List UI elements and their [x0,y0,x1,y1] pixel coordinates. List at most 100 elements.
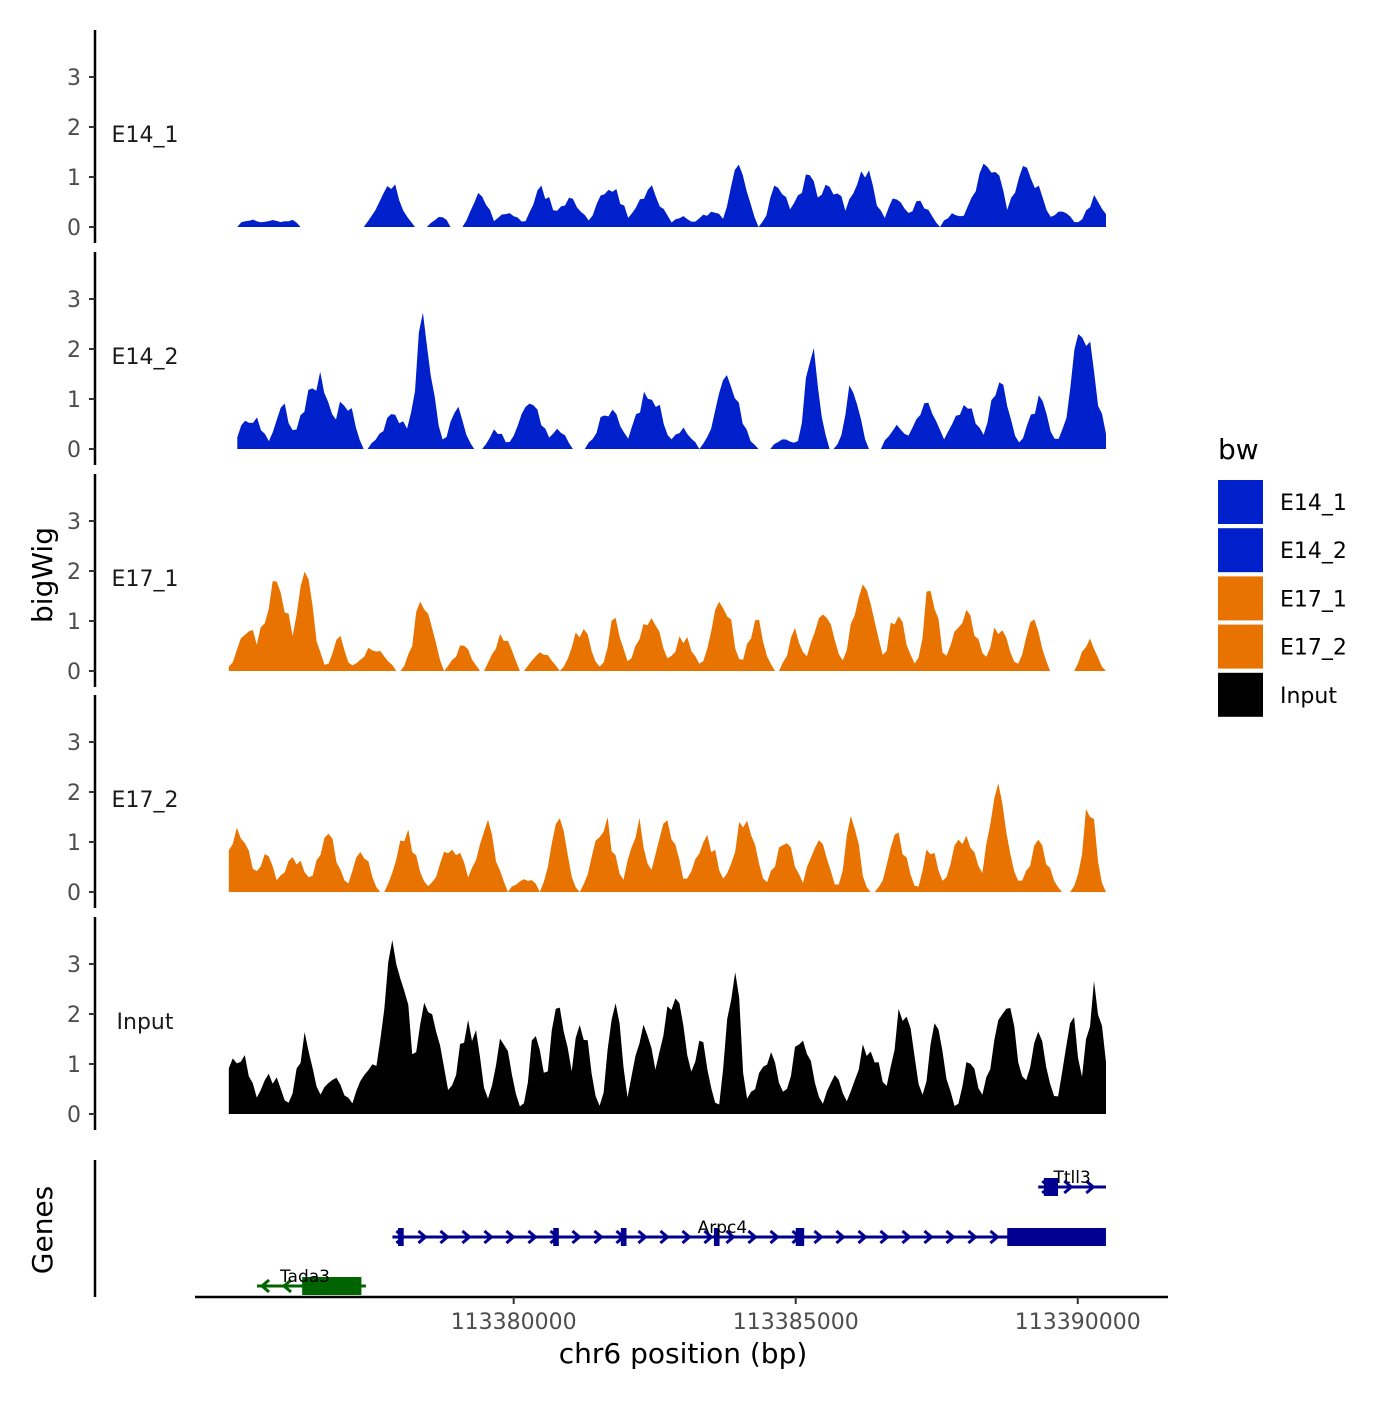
x-tick-label: 113385000 [733,1310,859,1335]
legend: bw E14_1 E14_2 E17_1 E17_2 Input [1218,433,1347,717]
y-tick-label: 0 [67,438,81,463]
y-tick-label: 3 [67,953,81,978]
track-E14_1: 0 1 2 3 E14_1 [67,30,1107,243]
strand-arrow [923,1229,934,1245]
legend-key-E17_2 [1218,624,1263,669]
legend-key-E17_1 [1218,576,1263,621]
tracks-group: 0 1 2 3 E14_1 0 1 2 3 E14_2 0 1 2 3 E17_1 0 1 2 3 E17_2 0 1 2 3… [67,30,1107,1130]
x-tick-label: 113390000 [1015,1310,1141,1335]
track-Input: 0 1 2 3 Input [67,917,1107,1130]
y-tick-label: 1 [67,166,81,191]
legend-key-Input [1218,672,1263,717]
strand-arrow [571,1229,582,1245]
strand-arrow [835,1229,846,1245]
strand-arrow [879,1229,890,1245]
y-tick-label: 1 [67,610,81,635]
y-tick-label: 0 [67,881,81,906]
strand-arrow [461,1229,472,1245]
exon [795,1228,805,1246]
strand-arrow [505,1229,516,1245]
strand-arrow [483,1229,494,1245]
gene-Arpc4: Arpc4 [392,1218,1106,1246]
x-tick-label: 113380000 [451,1310,577,1335]
genes-group: Ttll3 Arpc4 Tada3 [93,1160,1106,1297]
strand-arrow [681,1229,692,1245]
strand-arrow [659,1229,670,1245]
exon [1043,1178,1059,1196]
y-tick-label: 1 [67,1053,81,1078]
strand-arrow [259,1278,271,1294]
y-tick-label: 1 [67,831,81,856]
gene-Tada3: Tada3 [257,1267,366,1295]
y-tick-label: 0 [67,1103,81,1128]
strand-arrow [769,1229,780,1245]
y-tick-label: 3 [67,731,81,756]
exon [553,1228,559,1246]
area-E17_2 [228,783,1107,892]
legend-label-E17_1: E17_1 [1280,587,1347,612]
strand-arrow [593,1229,604,1245]
strand-arrow [989,1229,1000,1245]
track-label-E17_2: E17_2 [112,788,179,813]
exon [713,1228,720,1246]
gene-label-Tada3: Tada3 [279,1267,330,1287]
y-tick-label: 3 [67,510,81,535]
exon [620,1228,627,1246]
strand-arrow [417,1229,428,1245]
y-tick-label: 0 [67,216,81,241]
strand-arrow [281,1278,293,1294]
y-axis-title: bigWig [26,527,59,623]
strand-arrow [1085,1179,1096,1195]
y-tick-label: 0 [67,660,81,685]
exon [398,1228,404,1246]
track-label-E17_1: E17_1 [112,567,179,592]
legend-label-Input: Input [1280,684,1337,709]
strand-arrow [747,1229,758,1245]
strand-arrow [637,1229,648,1245]
strand-arrow [527,1229,538,1245]
gene-Ttll3: Ttll3 [1038,1168,1106,1196]
track-label-Input: Input [117,1010,174,1035]
track-label-E14_2: E14_2 [112,345,179,370]
area-E17_1 [228,571,1107,671]
track-label-E14_1: E14_1 [112,123,179,148]
strand-arrow [857,1229,868,1245]
strand-arrow [1063,1179,1074,1195]
strand-arrow [813,1229,824,1245]
track-E14_2: 0 1 2 3 E14_2 [67,252,1107,465]
y-tick-label: 3 [67,288,81,313]
strand-arrow [703,1229,714,1245]
legend-key-E14_1 [1218,480,1263,524]
track-E17_1: 0 1 2 3 E17_1 [67,474,1107,687]
exon [1007,1228,1106,1246]
legend-label-E14_1: E14_1 [1280,491,1347,516]
y-tick-label: 2 [67,560,81,585]
legend-key-E14_2 [1218,528,1263,573]
exon [302,1277,362,1295]
strand-arrow [945,1229,956,1245]
y-tick-label: 2 [67,116,81,141]
strand-arrow [967,1229,978,1245]
legend-label-E17_2: E17_2 [1280,636,1347,661]
area-E14_1 [237,163,1107,227]
y-tick-label: 2 [67,1003,81,1028]
y-tick-label: 1 [67,388,81,413]
y-tick-label: 2 [67,338,81,363]
area-E14_2 [237,312,1107,449]
y-tick-label: 3 [67,66,81,91]
track-E17_2: 0 1 2 3 E17_2 [67,695,1107,908]
x-axis-title: chr6 position (bp) [559,1337,808,1370]
strand-arrow [439,1229,450,1245]
strand-arrow [901,1229,912,1245]
legend-label-E14_2: E14_2 [1280,539,1347,564]
y-tick-label: 2 [67,781,81,806]
strand-arrow [725,1229,736,1245]
area-Input [228,940,1107,1114]
legend-title: bw [1218,433,1259,466]
x-axis: 113380000 113385000 113390000 [195,1295,1168,1335]
gene-label-Arpc4: Arpc4 [698,1218,748,1238]
genes-axis-title: Genes [26,1186,59,1274]
gene-label-Ttll3: Ttll3 [1052,1168,1090,1188]
